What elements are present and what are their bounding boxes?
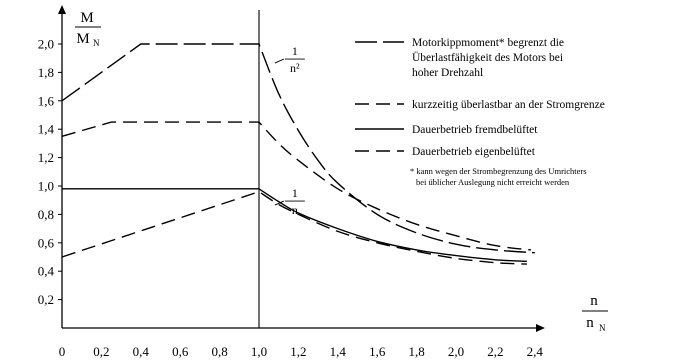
y-tick-label: 1,8 xyxy=(38,65,54,80)
y-tick-label: 1,0 xyxy=(38,179,54,194)
x-tick-label: 0,4 xyxy=(133,344,150,359)
x-tick-label: 1,2 xyxy=(290,344,306,359)
axes: 0,2 0,4 0,6 0,8 1,0 1,2 1,4 1,6 1,8 2,0 0 0,2 0,4 0,6… xyxy=(38,5,608,359)
y-tick-label: 1,4 xyxy=(38,122,55,137)
series-line-1 xyxy=(61,121,531,251)
y-axis-title-subscript: N xyxy=(93,38,100,48)
y-tick-label: 1,6 xyxy=(38,93,55,108)
annotation-denominator-0: n² xyxy=(290,61,300,75)
y-tick-label: 1,2 xyxy=(38,150,54,165)
legend-label-0: Motorkippmoment* begrenzt die Überlastfäh… xyxy=(412,37,564,79)
x-tick-label: 1,8 xyxy=(408,344,424,359)
legend: Motorkippmoment* begrenzt die Überlastfäh… xyxy=(355,37,605,187)
annotation-leader-1 xyxy=(274,200,285,206)
x-axis-arrow xyxy=(536,324,545,332)
series-line-2 xyxy=(62,188,527,262)
footnote: * kann wegen der Strombegrenzung des Umr… xyxy=(410,166,587,187)
x-tick-label: 2,2 xyxy=(487,344,503,359)
annotation-denominator-1: n xyxy=(292,203,298,217)
plot-area: 1 n² 1 n xyxy=(61,43,535,265)
x-axis-title-denominator: n xyxy=(586,315,594,331)
x-tick-label: 0,2 xyxy=(93,344,109,359)
y-axis-title-denominator: M xyxy=(76,31,89,47)
y-tick-label: 0,4 xyxy=(38,264,55,279)
y-tick-label: 0,6 xyxy=(38,235,55,250)
legend-label-1: kurzzeitig überlastbar an der Stromgrenz… xyxy=(412,99,605,111)
x-tick-label: 1,4 xyxy=(330,344,347,359)
series-line-3 xyxy=(61,190,527,265)
legend-label-2: Dauerbetrieb fremdbelüftet xyxy=(412,124,538,136)
y-tick-label: 0,2 xyxy=(38,292,54,307)
x-tick-label: 1,0 xyxy=(251,344,267,359)
x-tick-label: 1,6 xyxy=(369,344,386,359)
series-line-0 xyxy=(61,43,535,254)
annotation-numerator-1: 1 xyxy=(292,186,298,200)
y-axis-title-numerator: M xyxy=(80,10,93,26)
x-tick-label: 0 xyxy=(59,344,66,359)
legend-label-3: Dauerbetrieb eigenbelüftet xyxy=(412,146,536,158)
annotation-leader-0 xyxy=(274,58,285,64)
x-tick-label: 0,8 xyxy=(211,344,227,359)
x-tick-label: 2,4 xyxy=(527,344,544,359)
x-axis-title-numerator: n xyxy=(590,293,598,309)
annotation-numerator-0: 1 xyxy=(292,44,298,58)
x-axis-title-subscript: N xyxy=(599,323,606,333)
y-tick-label: 2,0 xyxy=(38,37,54,52)
y-axis-arrow xyxy=(58,5,66,14)
y-tick-label: 0,8 xyxy=(38,207,54,222)
x-tick-label: 2,0 xyxy=(448,344,464,359)
x-tick-label: 0,6 xyxy=(172,344,189,359)
